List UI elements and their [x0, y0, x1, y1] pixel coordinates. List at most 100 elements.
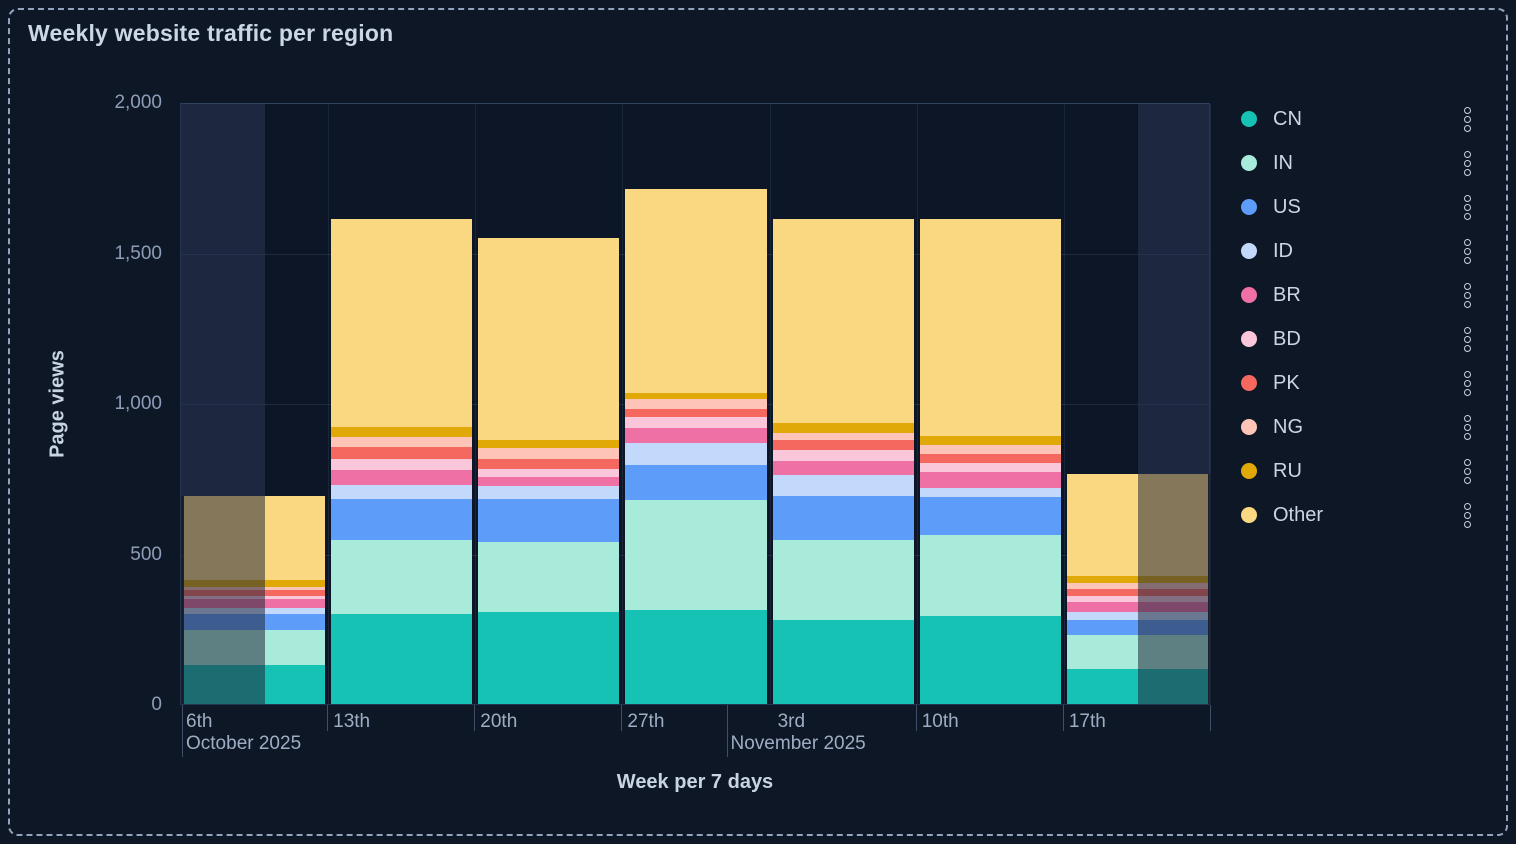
- bar-nov-17[interactable]: [1066, 473, 1208, 704]
- series-menu-kebab-icon[interactable]: [1460, 412, 1475, 443]
- bar-segment-ru[interactable]: [919, 436, 1061, 445]
- bar-segment-bd[interactable]: [478, 468, 620, 477]
- legend-item-ru[interactable]: RU: [1241, 457, 1475, 485]
- bar-segment-in[interactable]: [184, 630, 326, 665]
- legend-item-other[interactable]: Other: [1241, 501, 1475, 529]
- bar-segment-in[interactable]: [478, 542, 620, 613]
- bar-segment-id[interactable]: [478, 486, 620, 500]
- legend-swatch-br: [1241, 287, 1257, 303]
- bar-nov-3[interactable]: [772, 219, 914, 704]
- bar-segment-id[interactable]: [331, 485, 473, 500]
- bar-segment-us[interactable]: [919, 497, 1061, 536]
- bar-segment-pk[interactable]: [478, 458, 620, 469]
- bar-segment-ng[interactable]: [478, 447, 620, 459]
- bar-segment-id[interactable]: [1066, 612, 1208, 621]
- bar-nov-10[interactable]: [919, 219, 1061, 704]
- bar-segment-ru[interactable]: [331, 427, 473, 438]
- bar-segment-other[interactable]: [919, 219, 1061, 437]
- bar-segment-id[interactable]: [772, 474, 914, 497]
- bar-segment-pk[interactable]: [772, 440, 914, 450]
- bar-segment-id[interactable]: [919, 487, 1061, 498]
- legend-label: CN: [1273, 107, 1302, 130]
- legend-item-us[interactable]: US: [1241, 193, 1475, 221]
- bar-segment-us[interactable]: [331, 499, 473, 540]
- bar-segment-br[interactable]: [919, 472, 1061, 488]
- bar-segment-cn[interactable]: [1066, 669, 1208, 704]
- bar-segment-in[interactable]: [772, 540, 914, 621]
- series-menu-kebab-icon[interactable]: [1460, 192, 1475, 223]
- bar-oct-6[interactable]: [184, 496, 326, 704]
- bar-segment-ng[interactable]: [625, 399, 767, 410]
- legend-item-bd[interactable]: BD: [1241, 325, 1475, 353]
- bar-segment-br[interactable]: [1066, 602, 1208, 613]
- bar-segment-us[interactable]: [625, 465, 767, 500]
- bar-segment-pk[interactable]: [919, 454, 1061, 464]
- bar-segment-cn[interactable]: [772, 620, 914, 704]
- bar-segment-other[interactable]: [478, 237, 620, 441]
- bar-segment-pk[interactable]: [1066, 588, 1208, 597]
- bar-segment-pk[interactable]: [331, 447, 473, 460]
- bar-segment-br[interactable]: [331, 470, 473, 486]
- bar-segment-other[interactable]: [1066, 473, 1208, 577]
- bar-segment-ru[interactable]: [772, 422, 914, 434]
- bar-segment-bd[interactable]: [625, 416, 767, 428]
- bar-segment-us[interactable]: [184, 613, 326, 631]
- series-menu-kebab-icon[interactable]: [1460, 236, 1475, 267]
- bar-segment-cn[interactable]: [625, 609, 767, 704]
- bar-segment-br[interactable]: [625, 427, 767, 444]
- legend-item-id[interactable]: ID: [1241, 237, 1475, 265]
- bar-segment-br[interactable]: [184, 598, 326, 608]
- legend-swatch-id: [1241, 243, 1257, 259]
- bar-segment-br[interactable]: [478, 476, 620, 487]
- legend-item-ng[interactable]: NG: [1241, 413, 1475, 441]
- bar-segment-ru[interactable]: [184, 579, 326, 588]
- legend-item-br[interactable]: BR: [1241, 281, 1475, 309]
- bar-segment-br[interactable]: [772, 461, 914, 475]
- bar-segment-in[interactable]: [1066, 634, 1208, 670]
- legend-swatch-ng: [1241, 419, 1257, 435]
- bar-segment-cn[interactable]: [184, 664, 326, 704]
- legend-item-in[interactable]: IN: [1241, 149, 1475, 177]
- bar-segment-pk[interactable]: [625, 409, 767, 417]
- bar-segment-bd[interactable]: [1066, 596, 1208, 603]
- legend-item-pk[interactable]: PK: [1241, 369, 1475, 397]
- bar-segment-id[interactable]: [625, 443, 767, 466]
- bar-segment-other[interactable]: [331, 219, 473, 428]
- bar-segment-ng[interactable]: [919, 444, 1061, 455]
- plot-area[interactable]: [180, 103, 1211, 705]
- bar-segment-bd[interactable]: [919, 463, 1061, 473]
- series-menu-kebab-icon[interactable]: [1460, 104, 1475, 135]
- bar-segment-other[interactable]: [625, 189, 767, 393]
- bar-segment-ru[interactable]: [1066, 576, 1208, 584]
- bar-segment-in[interactable]: [331, 539, 473, 614]
- series-menu-kebab-icon[interactable]: [1460, 500, 1475, 531]
- series-menu-kebab-icon[interactable]: [1460, 148, 1475, 179]
- bar-segment-ng[interactable]: [1066, 583, 1208, 589]
- bar-segment-ng[interactable]: [772, 433, 914, 441]
- series-menu-kebab-icon[interactable]: [1460, 324, 1475, 355]
- legend-item-cn[interactable]: CN: [1241, 105, 1475, 133]
- series-menu-kebab-icon[interactable]: [1460, 280, 1475, 311]
- bar-segment-ru[interactable]: [625, 392, 767, 400]
- bar-segment-us[interactable]: [478, 499, 620, 543]
- bar-segment-us[interactable]: [1066, 620, 1208, 635]
- bar-segment-cn[interactable]: [478, 612, 620, 704]
- x-tick-mark: [621, 705, 623, 731]
- bar-oct-27[interactable]: [625, 189, 767, 704]
- bar-oct-20[interactable]: [478, 237, 620, 704]
- bar-segment-us[interactable]: [772, 496, 914, 541]
- bar-segment-other[interactable]: [772, 219, 914, 423]
- bar-segment-in[interactable]: [625, 499, 767, 610]
- bar-segment-bd[interactable]: [772, 449, 914, 462]
- bar-segment-cn[interactable]: [331, 613, 473, 704]
- bar-segment-ng[interactable]: [331, 437, 473, 448]
- series-menu-kebab-icon[interactable]: [1460, 456, 1475, 487]
- bar-segment-in[interactable]: [919, 535, 1061, 616]
- series-menu-kebab-icon[interactable]: [1460, 368, 1475, 399]
- bar-segment-bd[interactable]: [331, 459, 473, 471]
- bar-oct-13[interactable]: [331, 219, 473, 704]
- bar-segment-ru[interactable]: [478, 440, 620, 448]
- bar-segment-cn[interactable]: [919, 615, 1061, 704]
- v-gridline: [916, 104, 918, 704]
- bar-segment-other[interactable]: [184, 496, 326, 580]
